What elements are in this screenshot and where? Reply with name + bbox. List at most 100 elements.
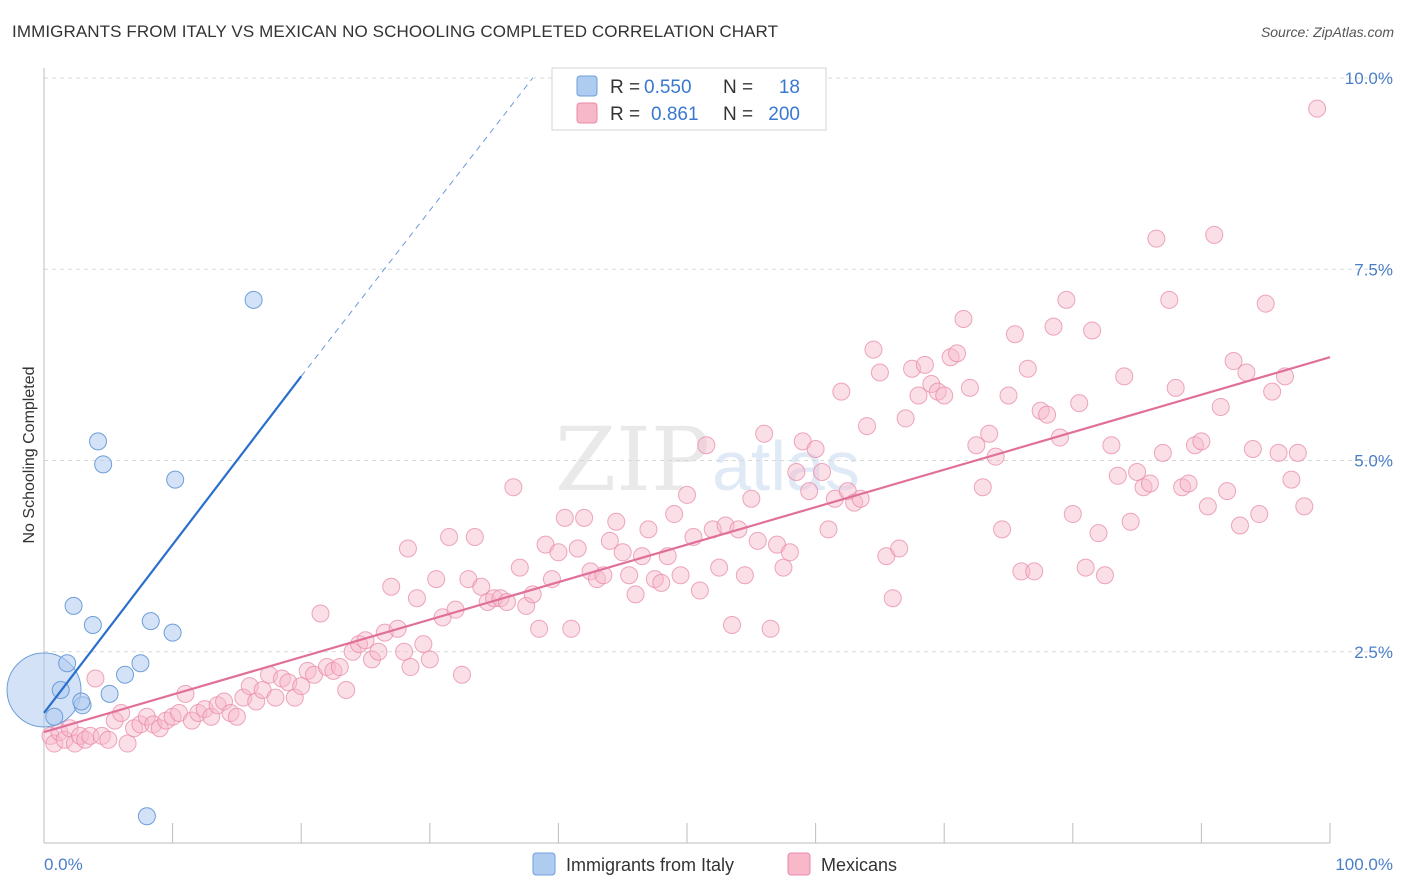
- mexicans-point-146: [967, 436, 986, 455]
- mexicans-point-131: [870, 363, 889, 382]
- mexicans-point-134: [890, 539, 909, 558]
- legend-swatch-italy: [576, 75, 598, 97]
- mexicans-point-162: [1070, 394, 1089, 413]
- mexicans-point-173: [1140, 474, 1159, 493]
- y-tick-label-0: 2.5%: [1354, 643, 1393, 662]
- mexicans-point-183: [1205, 225, 1224, 244]
- mexicans-point-175: [1153, 443, 1172, 462]
- mexicans-point-182: [1198, 497, 1217, 516]
- legend-n-label-italy: N =: [723, 77, 753, 98]
- mexicans-point-177: [1166, 378, 1185, 397]
- italy-point-17: [72, 692, 91, 711]
- mexicans-point-82: [555, 508, 574, 527]
- mexicans-point-151: [999, 386, 1018, 405]
- mexicans-point-181: [1192, 432, 1211, 451]
- mexicans-point-93: [626, 585, 645, 604]
- mexicans-point-193: [1269, 443, 1288, 462]
- mexicans-point-100: [671, 566, 690, 585]
- mexicans-point-1: [45, 734, 64, 753]
- mexicans-point-158: [1044, 317, 1063, 336]
- italy-trend-line: [43, 375, 303, 714]
- mexicans-point-16: [131, 715, 150, 734]
- mexicans-point-153: [1012, 562, 1031, 581]
- mexicans-point-101: [678, 485, 696, 504]
- mexicans-point-108: [723, 615, 742, 634]
- mexicans-point-143: [948, 344, 967, 363]
- mexicans-point-111: [742, 489, 761, 508]
- mexicans-point-160: [1057, 290, 1076, 309]
- mexicans-point-185: [1218, 482, 1237, 501]
- mexicans-point-99: [665, 505, 684, 524]
- mexicans-point-9: [86, 669, 105, 688]
- mexicans-point-123: [819, 520, 838, 539]
- mexicans-point-157: [1038, 405, 1057, 424]
- mexicans-point-61: [420, 650, 439, 669]
- y-tick-labels: 2.5% 5.0% 7.5% 10.0%: [1345, 69, 1393, 662]
- watermark-zip: ZIP: [555, 408, 710, 511]
- y-tick-label-2: 7.5%: [1354, 260, 1393, 279]
- mexicans-point-196: [1288, 443, 1307, 462]
- legend-swatch-mexicans: [576, 102, 598, 124]
- mexicans-point-14: [118, 734, 137, 753]
- mexicans-point-75: [510, 558, 529, 577]
- source-credit: Source: ZipAtlas.com: [1260, 24, 1394, 40]
- mexicans-point-44: [311, 604, 330, 623]
- mexicans-point-60: [414, 635, 433, 654]
- mexicans-point-103: [690, 581, 709, 600]
- mexicans-point-41: [292, 677, 311, 696]
- mexicans-point-64: [440, 528, 459, 546]
- mexicans-point-62: [427, 570, 446, 589]
- legend-n-value-mexicans: 200: [768, 104, 800, 125]
- mexicans-point-199: [398, 539, 417, 558]
- mexicans-point-139: [922, 375, 941, 393]
- mexicans-point-24: [182, 711, 201, 730]
- mexicans-point-141: [935, 386, 954, 405]
- italy-point-12: [141, 612, 160, 631]
- italy-point-10: [116, 665, 135, 684]
- mexicans-point-148: [980, 424, 999, 443]
- legend-n-value-italy: 18: [779, 77, 800, 98]
- y-tick-label-1: 5.0%: [1354, 452, 1393, 471]
- mexicans-point-11: [99, 730, 118, 749]
- italy-point-11: [131, 654, 150, 673]
- mexicans-point-114: [761, 619, 780, 638]
- mexicans-point-147: [973, 478, 992, 497]
- italy-point-6: [83, 615, 102, 634]
- mexicans-point-122: [813, 462, 832, 481]
- series-legend: Immigrants from Italy Mexicans: [532, 852, 897, 876]
- mexicans-point-161: [1063, 505, 1082, 524]
- mexicans-point-53: [369, 642, 388, 661]
- mexicans-point-150: [993, 520, 1012, 539]
- mexicans-point-91: [613, 543, 632, 562]
- mexicans-point-167: [1102, 436, 1121, 455]
- mexicans-point-192: [1263, 382, 1282, 401]
- italy-trend-extension: [300, 77, 534, 377]
- mexicans-trend-line: [43, 356, 1331, 734]
- mexicans-point-76: [517, 596, 536, 615]
- mexicans-point-55: [382, 577, 401, 596]
- mexicans-point-81: [549, 543, 568, 562]
- italy-point-9: [100, 684, 119, 703]
- correlation-legend: R = 0.550 N = 18 R = 0.861 N = 200: [551, 67, 827, 131]
- mexicans-point-138: [915, 355, 934, 374]
- mexicans-point-83: [562, 619, 581, 638]
- mexicans-point-121: [806, 440, 825, 459]
- bottom-legend-label-italy: Immigrants from Italy: [566, 855, 734, 875]
- mexicans-point-155: [1025, 562, 1044, 581]
- mexicans-point-66: [452, 665, 471, 684]
- mexicans-point-189: [1243, 440, 1262, 459]
- italy-point-15: [166, 470, 185, 489]
- mexicans-point-113: [755, 424, 774, 443]
- mexicans-point-78: [530, 619, 549, 638]
- mexicans-point-130: [864, 340, 883, 359]
- mexicans-point-135: [896, 409, 915, 428]
- italy-point-14: [163, 623, 182, 642]
- mexicans-point-125: [832, 382, 851, 401]
- legend-r-value-mexicans: 0.861: [651, 104, 699, 125]
- mexicans-point-40: [285, 688, 304, 707]
- mexicans-point-23: [176, 684, 195, 703]
- mexicans-point-19: [150, 719, 169, 738]
- mexicans-point-69: [472, 577, 491, 596]
- mexicans-point-59: [407, 589, 426, 608]
- watermark: ZIP atlas: [555, 408, 860, 511]
